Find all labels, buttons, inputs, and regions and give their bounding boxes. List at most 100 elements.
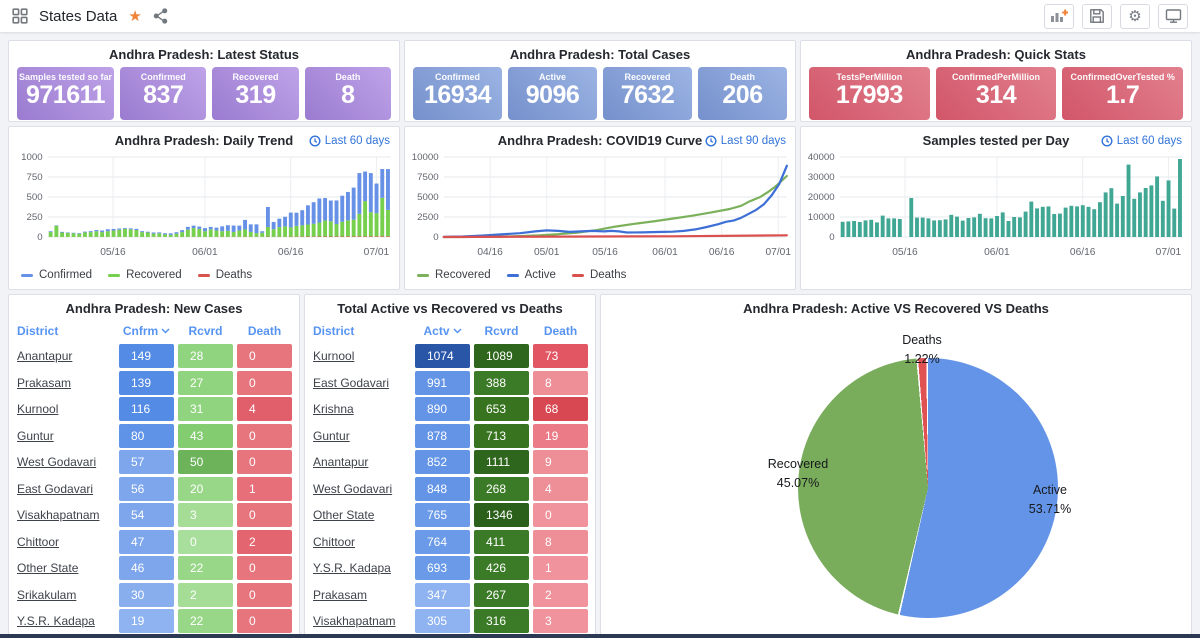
panel-title[interactable]: Andhra Pradesh: COVID19 Curve <box>497 133 703 148</box>
cycle-view-button[interactable] <box>1158 3 1188 29</box>
value-cell: 3 <box>533 609 588 633</box>
clock-icon <box>705 135 717 147</box>
stat-card: ConfirmedOverTested % 1.7 <box>1062 67 1184 120</box>
panel-title[interactable]: Andhra Pradesh: Daily Trend <box>114 133 294 148</box>
dashboard-grid-icon[interactable] <box>12 8 28 24</box>
value-cell: 54 <box>119 503 174 527</box>
value-cell: 0 <box>237 423 292 448</box>
panel-title[interactable]: Total Active vs Recovered vs Deaths <box>337 301 563 316</box>
value-cell: 47 <box>119 529 174 554</box>
stat-card: Confirmed 16934 <box>413 67 502 120</box>
value-cell: 316 <box>474 609 529 633</box>
district-link[interactable]: Anantapur <box>313 455 369 469</box>
panel-title[interactable]: Andhra Pradesh: New Cases <box>65 301 243 316</box>
column-header-district[interactable]: District <box>313 324 355 338</box>
bottom-strip <box>0 634 1200 638</box>
share-icon[interactable] <box>153 8 168 24</box>
value-cell: 1111 <box>474 450 529 474</box>
district-link[interactable]: Anantapur <box>17 349 73 363</box>
sort-chevron-icon <box>452 328 462 334</box>
district-link[interactable]: West Godavari <box>313 481 393 496</box>
legend-item[interactable]: Deaths <box>571 269 626 281</box>
new-cases-table: District Cnfrm Rcvrd Death Anantapur 149 28 0 Pr… <box>9 316 299 637</box>
panel-title[interactable]: Andhra Pradesh: Latest Status <box>109 47 299 62</box>
legend-swatch <box>571 273 584 277</box>
favorite-star-icon[interactable]: ★ <box>128 7 142 25</box>
settings-button[interactable]: ⚙ <box>1120 3 1150 29</box>
value-cell: 0 <box>237 609 292 633</box>
stat-card: ConfirmedPerMillion 314 <box>935 67 1057 120</box>
stat-card-value: 837 <box>143 81 184 109</box>
panel-title[interactable]: Andhra Pradesh: Quick Stats <box>906 47 1086 62</box>
svg-text:07/01: 07/01 <box>765 247 791 258</box>
district-link[interactable]: Guntur <box>17 428 54 443</box>
value-cell: 1074 <box>415 344 470 368</box>
district-link[interactable]: East Godavari <box>17 481 94 496</box>
value-cell: 991 <box>415 370 470 395</box>
district-link[interactable]: Y.S.R. Kadapa <box>17 614 95 628</box>
column-header-death[interactable]: Death <box>533 324 588 338</box>
table-row: Other State 46 22 0 <box>17 556 299 580</box>
column-header-district[interactable]: District <box>17 324 59 338</box>
column-header-cnfrm[interactable]: Cnfrm <box>119 324 174 338</box>
column-header-death[interactable]: Death <box>237 324 292 338</box>
pie-chart <box>798 358 1058 618</box>
time-range-badge[interactable]: Last 60 days <box>1101 135 1182 147</box>
value-cell: 1089 <box>474 344 529 368</box>
legend-item[interactable]: Confirmed <box>21 269 92 281</box>
column-header-actv[interactable]: Actv <box>415 324 470 338</box>
value-cell: 0 <box>178 529 233 554</box>
district-link[interactable]: Chittoor <box>313 534 356 549</box>
district-link[interactable]: Other State <box>17 561 79 575</box>
time-range-badge[interactable]: Last 90 days <box>705 135 786 147</box>
district-link[interactable]: Y.S.R. Kadapa <box>313 561 391 575</box>
legend-item[interactable]: Recovered <box>417 269 491 281</box>
district-link[interactable]: Prakasam <box>313 587 368 602</box>
table-row: Guntur 80 43 0 <box>17 423 299 448</box>
district-link[interactable]: West Godavari <box>17 455 97 469</box>
covid19-curve-chart: 0 2500 5000 7500 10000 04/16 05/01 05/16 06/01 06… <box>412 152 792 258</box>
legend-item[interactable]: Recovered <box>108 269 182 281</box>
legend-item[interactable]: Deaths <box>197 269 252 281</box>
value-cell: 305 <box>415 609 470 633</box>
svg-text:10000: 10000 <box>412 152 439 163</box>
panel-title[interactable]: Samples tested per Day <box>922 133 1070 148</box>
district-link[interactable]: Guntur <box>313 428 350 443</box>
district-link[interactable]: Visakhapatnam <box>313 614 396 628</box>
table-row: Anantapur 149 28 0 <box>17 344 299 368</box>
value-cell: 268 <box>474 476 529 501</box>
value-cell: 1 <box>237 476 292 501</box>
svg-text:06/01: 06/01 <box>192 247 218 258</box>
value-cell: 2 <box>237 529 292 554</box>
value-cell: 73 <box>533 344 588 368</box>
panel-title[interactable]: Andhra Pradesh: Total Cases <box>509 47 691 62</box>
district-link[interactable]: Kurnool <box>17 402 59 416</box>
column-header-rcvrd[interactable]: Rcvrd <box>474 324 529 338</box>
district-link[interactable]: Other State <box>313 508 375 522</box>
pie-label-recovered: Recovered 45.07% <box>767 457 829 490</box>
svg-text:06/01: 06/01 <box>652 247 678 258</box>
stat-card-value: 1.7 <box>1106 81 1140 109</box>
district-link[interactable]: East Godavari <box>313 375 390 390</box>
time-range-badge[interactable]: Last 60 days <box>309 135 390 147</box>
panel-title[interactable]: Andhra Pradesh: Active VS Recovered VS D… <box>743 301 1049 316</box>
stat-card: Death 8 <box>304 67 391 120</box>
column-header-label: Death <box>247 324 282 338</box>
add-panel-button[interactable] <box>1044 3 1074 29</box>
gear-icon: ⚙ <box>1128 6 1142 25</box>
district-link[interactable]: Srikakulam <box>17 587 77 602</box>
column-header-rcvrd[interactable]: Rcvrd <box>178 324 233 338</box>
district-link[interactable]: Chittoor <box>17 534 60 549</box>
stat-panel: Andhra Pradesh: Total Cases Confirmed 1693… <box>404 40 796 122</box>
table-row: Y.S.R. Kadapa 19 22 0 <box>17 609 299 633</box>
stat-card-value: 8 <box>341 81 355 109</box>
time-range-label: Last 60 days <box>1116 135 1182 147</box>
district-link[interactable]: Kurnool <box>313 349 355 363</box>
legend-item[interactable]: Active <box>506 269 556 281</box>
district-link[interactable]: Krishna <box>313 402 354 416</box>
stat-panel: Andhra Pradesh: Quick Stats TestsPerMilli… <box>800 40 1192 122</box>
save-dashboard-button[interactable] <box>1082 3 1112 29</box>
district-link[interactable]: Visakhapatnam <box>17 508 100 522</box>
column-header-label: Actv <box>423 324 450 338</box>
district-link[interactable]: Prakasam <box>17 375 72 390</box>
